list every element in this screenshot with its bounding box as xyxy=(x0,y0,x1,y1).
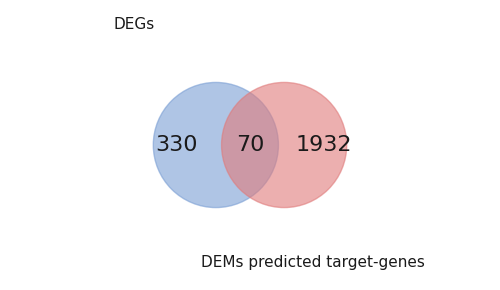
Text: DEMs predicted target-genes: DEMs predicted target-genes xyxy=(200,255,424,270)
Text: 330: 330 xyxy=(155,135,198,155)
Text: 70: 70 xyxy=(236,135,264,155)
Text: DEGs: DEGs xyxy=(114,17,154,32)
Text: 1932: 1932 xyxy=(296,135,352,155)
Circle shape xyxy=(222,82,346,208)
Circle shape xyxy=(154,82,278,208)
